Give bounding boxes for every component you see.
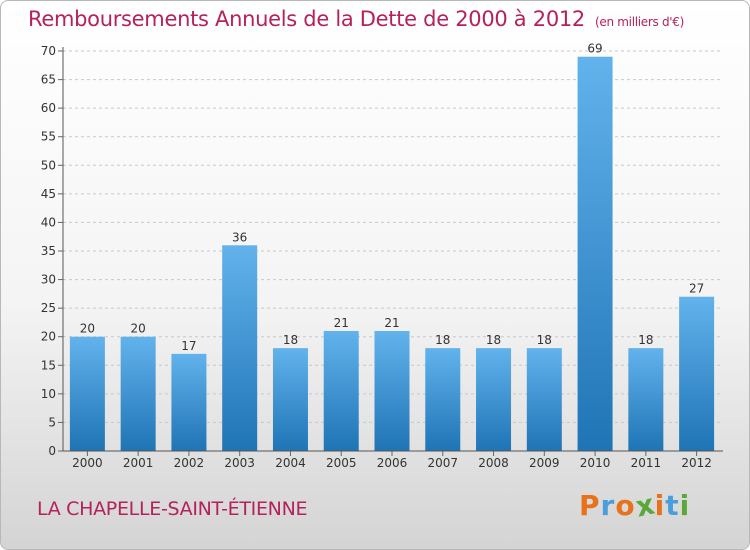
x-tick-label: 2002 xyxy=(174,456,205,470)
logo-letter: r xyxy=(600,489,616,522)
bar-value-label: 18 xyxy=(537,333,552,347)
logo-letter: i xyxy=(654,489,666,522)
y-tick-label: 70 xyxy=(41,44,56,58)
x-tick-label: 2000 xyxy=(72,456,103,470)
bar-value-label: 20 xyxy=(131,322,146,336)
bar-2012 xyxy=(679,296,715,451)
bar-value-label: 69 xyxy=(587,42,602,56)
x-tick-label: 2006 xyxy=(377,456,408,470)
bar-value-label: 18 xyxy=(435,333,450,347)
y-tick-label: 20 xyxy=(41,330,56,344)
y-tick-label: 65 xyxy=(41,73,56,87)
y-tick-label: 60 xyxy=(41,101,56,115)
y-tick-label: 25 xyxy=(41,301,56,315)
bar-2005 xyxy=(323,331,359,451)
proxiti-logo: Proxiti xyxy=(579,487,691,523)
y-tick-label: 0 xyxy=(48,444,56,458)
x-tick-label: 2008 xyxy=(478,456,509,470)
bar-value-label: 17 xyxy=(181,339,196,353)
y-axis-ticks: 0 5 10 15 20 25 30 35 40 45 50 55 60 65 70 xyxy=(41,44,63,458)
y-tick-label: 45 xyxy=(41,187,56,201)
bar-2003 xyxy=(222,245,258,451)
bar-2011 xyxy=(628,348,664,451)
x-tick-label: 2005 xyxy=(326,456,357,470)
y-tick-label: 40 xyxy=(41,215,56,229)
bar-2002 xyxy=(171,353,207,451)
bar-2000 xyxy=(69,336,105,451)
y-tick-label: 15 xyxy=(41,358,56,372)
logo-letter: t xyxy=(665,489,680,522)
bars: 20 20 17 36 18 21 21 18 18 18 69 18 27 xyxy=(69,42,715,451)
y-tick-label: 30 xyxy=(41,273,56,287)
x-tick-label: 2004 xyxy=(275,456,306,470)
logo-letter: P xyxy=(579,489,601,522)
bar-2006 xyxy=(374,331,410,451)
x-tick-label: 2001 xyxy=(123,456,154,470)
x-tick-label: 2007 xyxy=(427,456,458,470)
bar-value-label: 20 xyxy=(80,322,95,336)
x-tick-label: 2011 xyxy=(631,456,662,470)
bar-value-label: 36 xyxy=(232,230,247,244)
y-tick-label: 10 xyxy=(41,387,56,401)
bar-value-label: 21 xyxy=(384,316,399,330)
x-tick-label: 2003 xyxy=(224,456,255,470)
bar-2009 xyxy=(526,348,562,451)
x-axis-ticks: 2000 2001 2002 2003 2004 2005 2006 2007 2008 2009… xyxy=(72,451,712,470)
bar-2008 xyxy=(476,348,512,451)
logo-letter: i xyxy=(679,489,691,522)
bar-value-label: 18 xyxy=(283,333,298,347)
bar-value-label: 21 xyxy=(334,316,349,330)
bar-value-label: 27 xyxy=(689,282,704,296)
x-tick-label: 2012 xyxy=(681,456,712,470)
x-tick-label: 2010 xyxy=(580,456,611,470)
y-tick-label: 35 xyxy=(41,244,56,258)
y-tick-label: 50 xyxy=(41,158,56,172)
chart-title: Remboursements Annuels de la Dette de 20… xyxy=(28,7,684,31)
y-tick-label: 55 xyxy=(41,130,56,144)
chart-title-text: Remboursements Annuels de la Dette de 20… xyxy=(28,7,585,31)
bar-value-label: 18 xyxy=(486,333,501,347)
y-tick-label: 5 xyxy=(48,415,56,429)
bar-2010 xyxy=(577,56,613,451)
commune-name: LA CHAPELLE-SAINT-ÉTIENNE xyxy=(37,498,308,520)
logo-letter: o xyxy=(615,489,636,522)
bar-2001 xyxy=(120,336,156,451)
chart-unit: (en milliers d'€) xyxy=(595,15,685,29)
bar-2004 xyxy=(272,348,308,451)
bar-2007 xyxy=(425,348,461,451)
bar-value-label: 18 xyxy=(638,333,653,347)
x-tick-label: 2009 xyxy=(529,456,560,470)
